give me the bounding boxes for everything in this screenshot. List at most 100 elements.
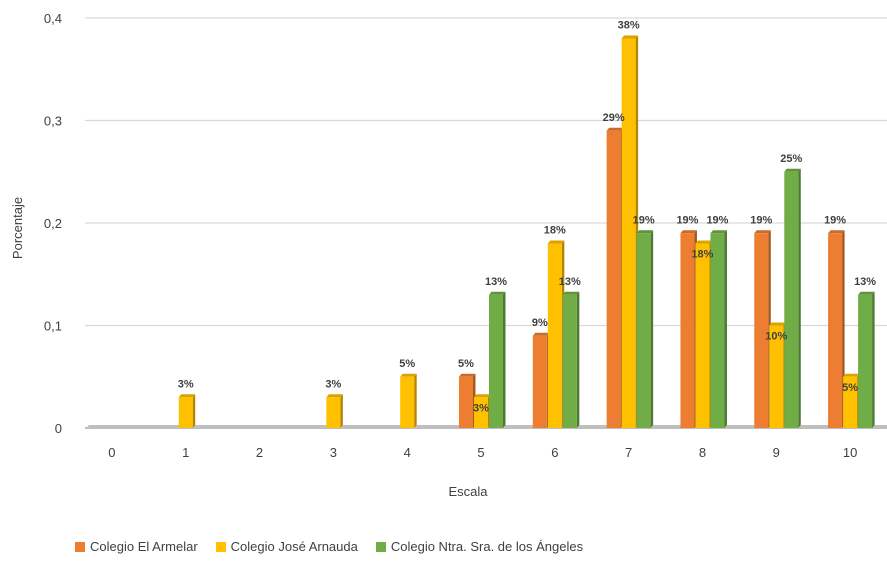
- bar-top: [695, 240, 712, 244]
- bar-top: [459, 373, 476, 377]
- x-axis-ticks: 0 1 2 3 4 5 6 7 8 9 10: [108, 445, 857, 460]
- bar-top: [843, 373, 860, 377]
- bar-top: [326, 394, 343, 398]
- bar: [474, 397, 488, 428]
- bar: [562, 294, 577, 428]
- data-label: 3%: [473, 402, 489, 414]
- bar: [828, 233, 843, 428]
- bar-chart: 0 0,1 0,2 0,3 0,4 0 1 2 3 4 5 6 7 8 9 10 5% 9% 29% 19% 19%…: [10, 11, 887, 499]
- data-label: 5%: [458, 358, 474, 370]
- data-label: 29%: [603, 112, 625, 124]
- data-label: 5%: [399, 358, 415, 370]
- bar: [680, 233, 695, 428]
- bar: [606, 130, 621, 428]
- bar-side: [340, 394, 343, 428]
- x-tick-label: 2: [256, 445, 263, 460]
- data-label: 13%: [559, 276, 581, 288]
- data-label: 10%: [765, 331, 787, 343]
- bar-top: [621, 35, 639, 39]
- y-axis-title: Porcentaje: [10, 197, 25, 259]
- data-label: 13%: [854, 276, 876, 288]
- bar-top: [784, 168, 801, 172]
- bar: [843, 376, 858, 428]
- x-tick-label: 6: [551, 445, 558, 460]
- legend-swatch: [375, 541, 386, 552]
- y-axis-ticks: 0 0,1 0,2 0,3 0,4: [44, 11, 62, 436]
- data-label: 5%: [842, 382, 858, 394]
- data-label: 3%: [178, 378, 194, 390]
- bar-top: [606, 127, 624, 131]
- data-label: 25%: [780, 153, 802, 165]
- data-labels: 5% 9% 29% 19% 19% 19% 3% 3% 5% 3% 18% 38% 18% 10% 5% 13…: [178, 20, 877, 415]
- bar-top: [400, 373, 417, 377]
- x-tick-label: 8: [699, 445, 706, 460]
- bar: [710, 233, 725, 428]
- bar: [547, 243, 562, 428]
- bar-side: [724, 230, 727, 428]
- bar: [178, 397, 193, 428]
- data-label: 19%: [750, 214, 772, 226]
- y-tick-label: 0,2: [44, 216, 62, 231]
- bar-top: [636, 230, 654, 234]
- bar: [489, 294, 503, 428]
- data-label: 9%: [532, 317, 548, 329]
- bar: [784, 171, 799, 428]
- bar: [858, 294, 873, 428]
- bar-side: [798, 168, 801, 428]
- bar: [754, 233, 769, 428]
- legend-swatch: [215, 541, 226, 552]
- legend-item: Colegio José Arnauda: [215, 539, 358, 554]
- legend-label: Colegio El Armelar: [90, 539, 198, 554]
- data-label: 3%: [325, 378, 341, 390]
- bar: [695, 243, 710, 428]
- data-label: 19%: [706, 214, 728, 226]
- bar-side: [650, 230, 654, 428]
- bar-top: [769, 322, 786, 326]
- bar-top: [828, 230, 845, 234]
- legend-item: Colegio El Armelar: [75, 539, 198, 554]
- data-label: 38%: [618, 20, 640, 32]
- bar-top: [532, 332, 550, 336]
- bar: [459, 376, 473, 428]
- data-label: 18%: [544, 225, 566, 237]
- legend-label: Colegio Ntra. Sra. de los Ángeles: [390, 539, 584, 554]
- x-tick-label: 3: [330, 445, 337, 460]
- data-label: 18%: [691, 249, 713, 261]
- bar-top: [562, 291, 580, 295]
- legend-swatch: [75, 541, 85, 552]
- bar: [769, 325, 784, 428]
- data-label: 19%: [824, 214, 846, 226]
- bar-top: [178, 394, 196, 398]
- bar-side: [872, 291, 875, 428]
- data-label: 19%: [676, 214, 698, 226]
- x-tick-label: 7: [625, 445, 632, 460]
- data-label: 13%: [485, 276, 507, 288]
- bar-top: [858, 291, 875, 295]
- bar-side: [503, 291, 506, 428]
- legend-item: Colegio Ntra. Sra. de los Ángeles: [375, 539, 584, 554]
- y-tick-label: 0: [55, 421, 62, 436]
- x-axis-title: Escala: [448, 484, 488, 499]
- x-tick-label: 1: [182, 445, 189, 460]
- bar-top: [474, 394, 491, 398]
- legend-label: Colegio José Arnauda: [230, 539, 358, 554]
- y-tick-label: 0,4: [44, 11, 62, 26]
- bar: [621, 38, 636, 428]
- bar: [532, 335, 547, 428]
- bar-top: [489, 291, 506, 295]
- y-tick-label: 0,1: [44, 319, 62, 334]
- bar: [326, 397, 341, 428]
- bar-series: [178, 35, 875, 428]
- bar-side: [192, 394, 196, 428]
- bar-top: [710, 230, 727, 234]
- data-label: 19%: [633, 214, 655, 226]
- x-tick-label: 10: [843, 445, 857, 460]
- bar: [400, 376, 415, 428]
- bar-top: [547, 240, 565, 244]
- bar: [636, 233, 651, 428]
- bar-side: [576, 291, 580, 428]
- legend: Colegio El Armelar Colegio José Arnauda Co…: [75, 539, 583, 554]
- x-tick-label: 4: [404, 445, 411, 460]
- x-tick-label: 9: [773, 445, 780, 460]
- x-tick-label: 0: [108, 445, 115, 460]
